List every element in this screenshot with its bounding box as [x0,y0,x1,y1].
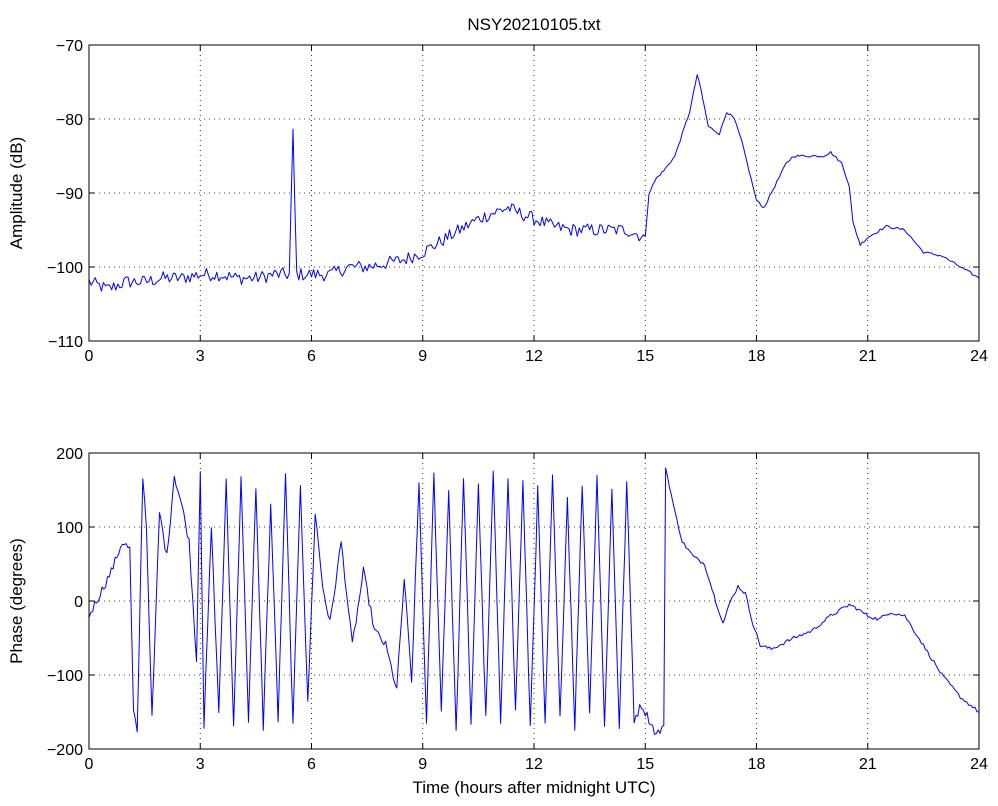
x-tick-label: 21 [859,756,877,773]
phase-series-line [88,467,980,735]
x-tick-label: 9 [418,756,427,773]
x-tick-label: 12 [525,756,543,773]
y-tick-label: 100 [56,520,83,537]
y-axis-label: Amplitude (dB) [7,137,26,249]
x-tick-label: 18 [748,756,766,773]
x-tick-label: 6 [307,348,316,365]
x-tick-label: 9 [418,348,427,365]
amplitude-panel: 0 3 6 9 12 15 18 21 24 −70 −80 −90 −100 −110 NSY202101… [7,15,988,365]
y-axis-label: Phase (degrees) [7,538,26,664]
x-tick-label: 21 [859,348,877,365]
x-tick-label: 12 [525,348,543,365]
x-tick-label: 0 [85,756,94,773]
y-tick-label: −110 [48,334,83,351]
chart-title: NSY20210105.txt [467,15,601,34]
x-tick-label: 6 [307,756,316,773]
phase-panel: 0 3 6 9 12 15 18 21 24 200 100 0 −100 −200 Phase (degr… [7,446,988,797]
x-tick-label: 24 [970,756,988,773]
grid-lines [89,45,979,341]
x-tick-label: 24 [970,348,988,365]
y-tick-label: −90 [56,186,83,203]
x-tick-label: 18 [748,348,766,365]
x-tick-label: 3 [196,348,205,365]
amplitude-series-line [88,74,980,292]
y-tick-label: −200 [47,742,83,759]
y-tick-label: −100 [47,260,83,277]
y-tick-label: 200 [56,446,83,463]
y-tick-label: −100 [47,668,83,685]
x-tick-label: 3 [196,756,205,773]
x-tick-label: 15 [636,348,654,365]
y-tick-label: −80 [56,112,83,129]
x-tick-label: 15 [636,756,654,773]
x-tick-label: 0 [85,348,94,365]
y-tick-label: −70 [56,38,83,55]
x-axis-label: Time (hours after midnight UTC) [412,778,655,797]
y-tick-label: 0 [74,594,83,611]
